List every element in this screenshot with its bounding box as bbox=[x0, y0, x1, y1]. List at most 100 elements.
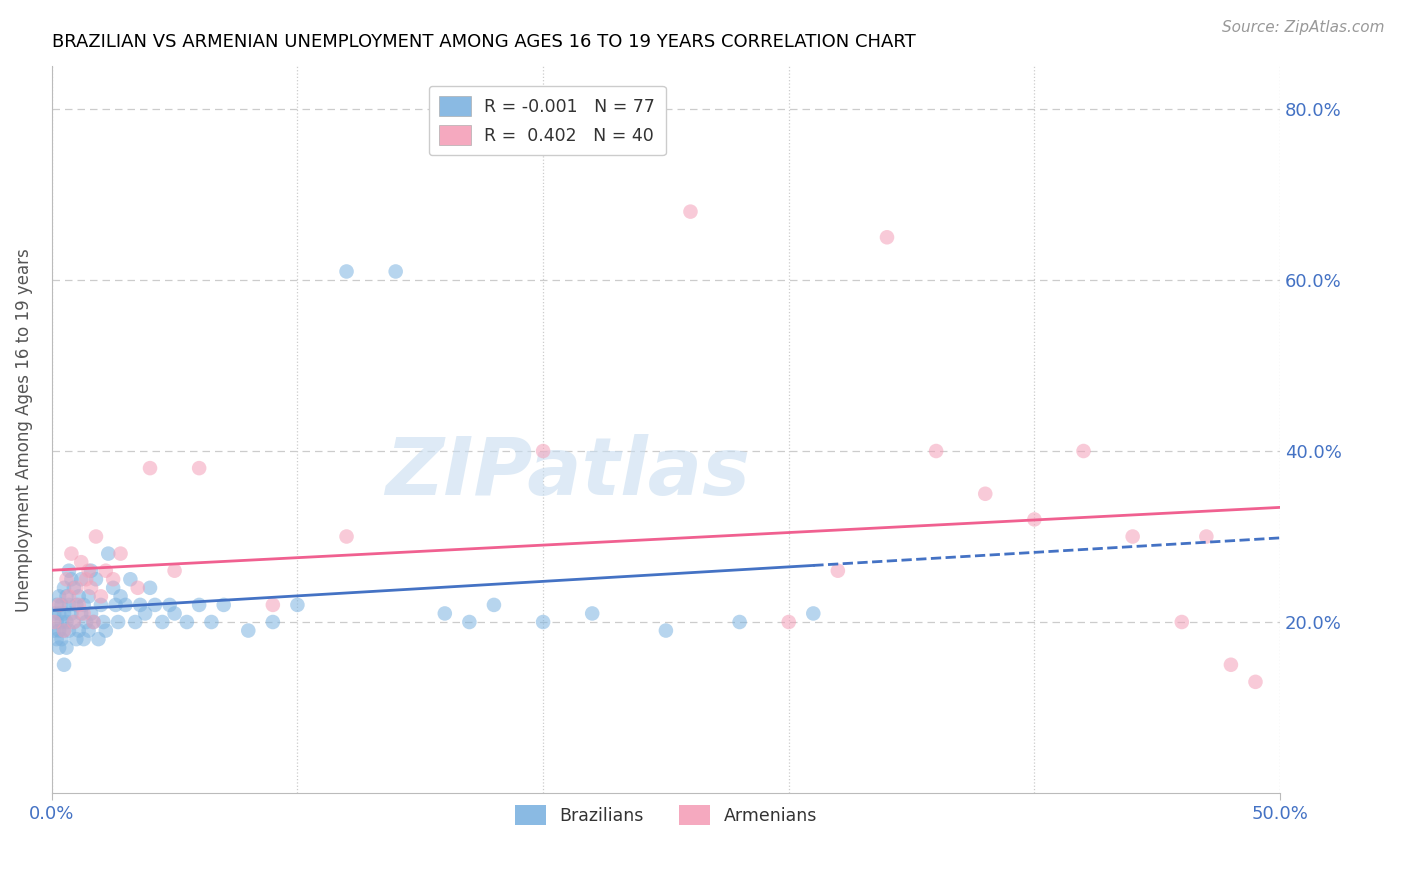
Point bbox=[1195, 529, 1218, 543]
Point bbox=[83, 615, 105, 629]
Point bbox=[107, 615, 129, 629]
Point bbox=[101, 572, 124, 586]
Point bbox=[45, 632, 67, 646]
Point bbox=[48, 607, 70, 621]
Point bbox=[163, 607, 186, 621]
Point bbox=[80, 581, 103, 595]
Point bbox=[67, 624, 90, 638]
Point bbox=[139, 581, 162, 595]
Point bbox=[238, 624, 260, 638]
Point bbox=[679, 204, 702, 219]
Point bbox=[73, 598, 96, 612]
Point bbox=[67, 590, 90, 604]
Point bbox=[55, 640, 77, 655]
Y-axis label: Unemployment Among Ages 16 to 19 years: Unemployment Among Ages 16 to 19 years bbox=[15, 248, 32, 612]
Point bbox=[120, 572, 142, 586]
Point bbox=[581, 607, 603, 621]
Point bbox=[335, 264, 357, 278]
Point bbox=[53, 607, 76, 621]
Point bbox=[925, 444, 948, 458]
Point bbox=[58, 598, 80, 612]
Point bbox=[60, 572, 83, 586]
Point bbox=[80, 607, 103, 621]
Point bbox=[67, 598, 90, 612]
Point bbox=[48, 624, 70, 638]
Point bbox=[384, 264, 406, 278]
Point bbox=[45, 615, 67, 629]
Point bbox=[827, 564, 849, 578]
Point bbox=[75, 572, 97, 586]
Point bbox=[90, 598, 112, 612]
Point bbox=[44, 615, 66, 629]
Point bbox=[65, 581, 87, 595]
Point bbox=[53, 624, 76, 638]
Point bbox=[188, 461, 211, 475]
Point bbox=[45, 598, 67, 612]
Point bbox=[531, 615, 554, 629]
Point bbox=[134, 607, 156, 621]
Point bbox=[1122, 529, 1144, 543]
Point bbox=[60, 547, 83, 561]
Point bbox=[80, 564, 103, 578]
Text: BRAZILIAN VS ARMENIAN UNEMPLOYMENT AMONG AGES 16 TO 19 YEARS CORRELATION CHART: BRAZILIAN VS ARMENIAN UNEMPLOYMENT AMONG… bbox=[52, 33, 915, 51]
Point bbox=[77, 590, 100, 604]
Point bbox=[801, 607, 824, 621]
Point bbox=[83, 615, 105, 629]
Point bbox=[1219, 657, 1241, 672]
Point bbox=[1171, 615, 1194, 629]
Point bbox=[974, 487, 997, 501]
Point bbox=[55, 572, 77, 586]
Point bbox=[63, 615, 86, 629]
Point bbox=[60, 607, 83, 621]
Point bbox=[70, 555, 93, 569]
Point bbox=[51, 632, 73, 646]
Point bbox=[110, 547, 132, 561]
Point bbox=[188, 598, 211, 612]
Legend: Brazilians, Armenians: Brazilians, Armenians bbox=[505, 794, 828, 835]
Point bbox=[87, 632, 110, 646]
Point bbox=[84, 529, 107, 543]
Point bbox=[91, 615, 114, 629]
Point bbox=[51, 598, 73, 612]
Point bbox=[94, 624, 117, 638]
Point bbox=[65, 632, 87, 646]
Point bbox=[124, 615, 146, 629]
Point bbox=[335, 529, 357, 543]
Point bbox=[262, 615, 284, 629]
Point bbox=[51, 615, 73, 629]
Point bbox=[84, 572, 107, 586]
Point bbox=[97, 547, 120, 561]
Point bbox=[531, 444, 554, 458]
Point bbox=[53, 624, 76, 638]
Point bbox=[58, 624, 80, 638]
Point bbox=[77, 564, 100, 578]
Point bbox=[53, 581, 76, 595]
Point bbox=[58, 590, 80, 604]
Point bbox=[1244, 674, 1267, 689]
Point bbox=[63, 581, 86, 595]
Point bbox=[143, 598, 166, 612]
Point bbox=[778, 615, 800, 629]
Point bbox=[150, 615, 173, 629]
Point bbox=[70, 607, 93, 621]
Point bbox=[114, 598, 136, 612]
Point bbox=[127, 581, 149, 595]
Point bbox=[77, 624, 100, 638]
Point bbox=[876, 230, 898, 244]
Point bbox=[55, 590, 77, 604]
Point bbox=[70, 572, 93, 586]
Point bbox=[433, 607, 456, 621]
Point bbox=[63, 615, 86, 629]
Point bbox=[73, 632, 96, 646]
Point bbox=[212, 598, 235, 612]
Point bbox=[73, 607, 96, 621]
Point bbox=[655, 624, 678, 638]
Point bbox=[65, 598, 87, 612]
Point bbox=[159, 598, 181, 612]
Point bbox=[458, 615, 481, 629]
Point bbox=[200, 615, 222, 629]
Point bbox=[55, 615, 77, 629]
Point bbox=[75, 615, 97, 629]
Point bbox=[101, 581, 124, 595]
Point bbox=[53, 657, 76, 672]
